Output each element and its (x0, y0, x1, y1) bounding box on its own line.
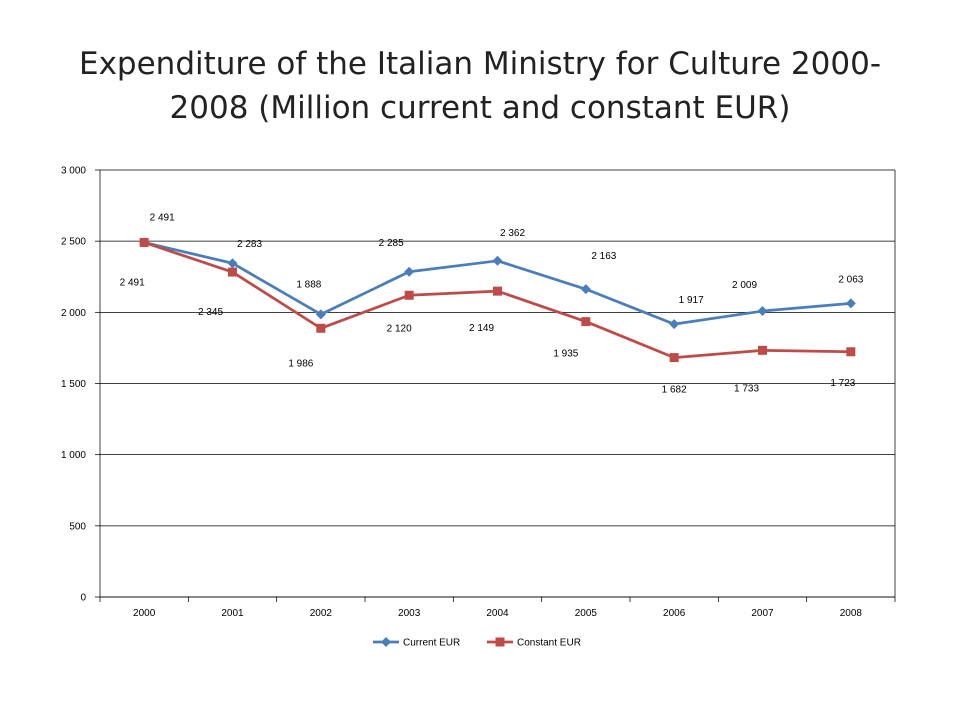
x-tick-label: 2000 (133, 608, 156, 619)
data-point-constant-eur (669, 353, 679, 363)
data-label: 2 009 (732, 280, 757, 291)
data-point-current-eur (315, 309, 326, 320)
data-label: 2 362 (500, 228, 525, 239)
data-label: 2 491 (120, 277, 145, 288)
y-tick-label: 2 500 (61, 237, 86, 248)
data-point-constant-eur (493, 286, 502, 296)
data-point-constant-eur (581, 317, 591, 327)
data-point-current-eur (757, 306, 768, 317)
data-point-constant-eur (846, 347, 856, 357)
data-label: 1 682 (662, 385, 687, 396)
data-label: 2 149 (469, 323, 494, 334)
slide-title: Expenditure of the Italian Ministry for … (78, 46, 882, 126)
y-tick-label: 1 500 (61, 379, 86, 390)
x-tick-label: 2007 (751, 608, 774, 619)
data-point-constant-eur (316, 323, 326, 333)
x-tick-label: 2008 (840, 608, 863, 619)
data-label: 2 283 (237, 239, 262, 250)
data-point-constant-eur (228, 267, 237, 277)
y-tick-label: 1 000 (61, 450, 86, 461)
data-point-current-eur (580, 284, 591, 295)
legend-marker-constant-eur (495, 637, 505, 647)
x-tick-label: 2003 (398, 608, 421, 619)
gridlines (100, 169, 895, 598)
legend-marker-current-eur (381, 637, 391, 647)
data-label: 2 345 (198, 307, 223, 318)
x-tick-label: 2004 (486, 608, 509, 619)
data-point-constant-eur (139, 237, 149, 247)
data-point-constant-eur (404, 290, 414, 300)
data-labels: 2 491 2 345 1 986 2 285 2 362 2 163 1 917 2 009… (120, 212, 864, 395)
data-label: 2 063 (838, 274, 863, 285)
data-label: 2 163 (591, 251, 616, 262)
y-tick-label: 2 000 (61, 308, 86, 319)
data-point-current-eur (227, 258, 238, 269)
data-label: 2 120 (387, 323, 412, 334)
x-tick-label: 2001 (221, 608, 244, 619)
y-tick-label: 3 000 (61, 166, 86, 177)
data-point-current-eur (845, 298, 856, 309)
data-label: 1 986 (288, 358, 313, 369)
data-point-current-eur (492, 255, 503, 266)
legend: Current EUR Constant EUR (373, 637, 581, 649)
data-label: 1 723 (830, 378, 855, 389)
x-tick-label: 2005 (575, 608, 598, 619)
series (139, 237, 856, 363)
data-point-current-eur (669, 319, 680, 330)
data-label: 1 917 (679, 295, 704, 306)
axes: 0 500 1 000 1 500 2 000 2 500 3 000 2000 2001 200… (61, 166, 896, 619)
x-tick-label: 2006 (663, 608, 686, 619)
data-point-current-eur (404, 266, 415, 277)
y-tick-label: 500 (69, 521, 86, 532)
data-point-constant-eur (758, 345, 767, 355)
data-label: 1 733 (734, 383, 759, 394)
y-tick-label: 0 (80, 593, 86, 604)
x-tick-label: 2002 (310, 608, 333, 619)
data-label: 1 935 (553, 349, 578, 360)
data-label: 2 491 (150, 212, 175, 223)
data-label: 1 888 (296, 279, 321, 290)
legend-label: Constant EUR (517, 638, 581, 649)
legend-label: Current EUR (403, 638, 460, 649)
data-label: 2 285 (379, 238, 404, 249)
